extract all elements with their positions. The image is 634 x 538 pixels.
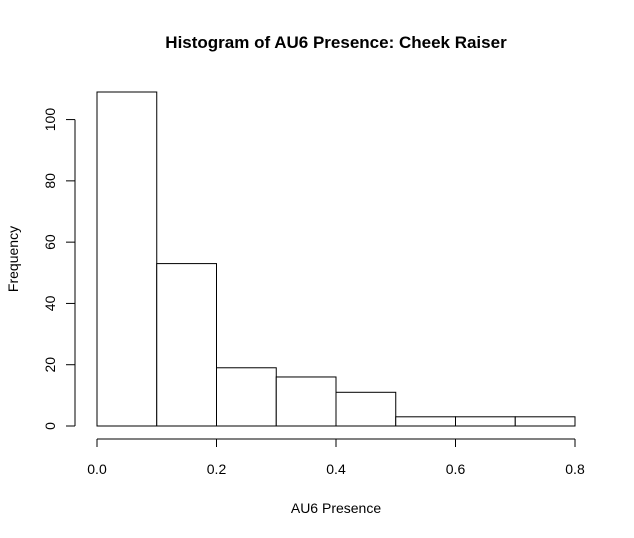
- x-axis-label: AU6 Presence: [291, 500, 381, 516]
- x-tick-label: 0.2: [207, 461, 227, 477]
- histogram-bar: [395, 416, 456, 427]
- histogram-bar: [335, 391, 397, 427]
- x-tick-label: 0.6: [446, 461, 466, 477]
- x-tick-label: 0.8: [565, 461, 585, 477]
- y-axis-label: Frequency: [5, 226, 21, 292]
- y-tick-label: 100: [42, 108, 58, 132]
- histogram-bar: [275, 376, 337, 427]
- y-tick-label: 0: [42, 422, 58, 430]
- y-tick-label: 40: [42, 295, 58, 311]
- y-tick-label: 60: [42, 234, 58, 250]
- histogram-bar: [96, 91, 158, 427]
- y-tick-label: 20: [42, 357, 58, 373]
- y-tick-label: 80: [42, 173, 58, 189]
- bars-group: [96, 91, 576, 427]
- chart-title: Histogram of AU6 Presence: Cheek Raiser: [165, 33, 507, 52]
- histogram-bar: [216, 367, 277, 427]
- y-axis: 0 20 40 60 80 100: [42, 108, 76, 430]
- x-tick-label: 0.0: [87, 461, 107, 477]
- histogram-bar: [156, 263, 217, 427]
- histogram-bar: [455, 416, 516, 427]
- x-tick-label: 0.4: [326, 461, 346, 477]
- histogram-bar: [514, 416, 576, 427]
- x-axis: 0.0 0.2 0.4 0.6 0.8: [87, 438, 585, 477]
